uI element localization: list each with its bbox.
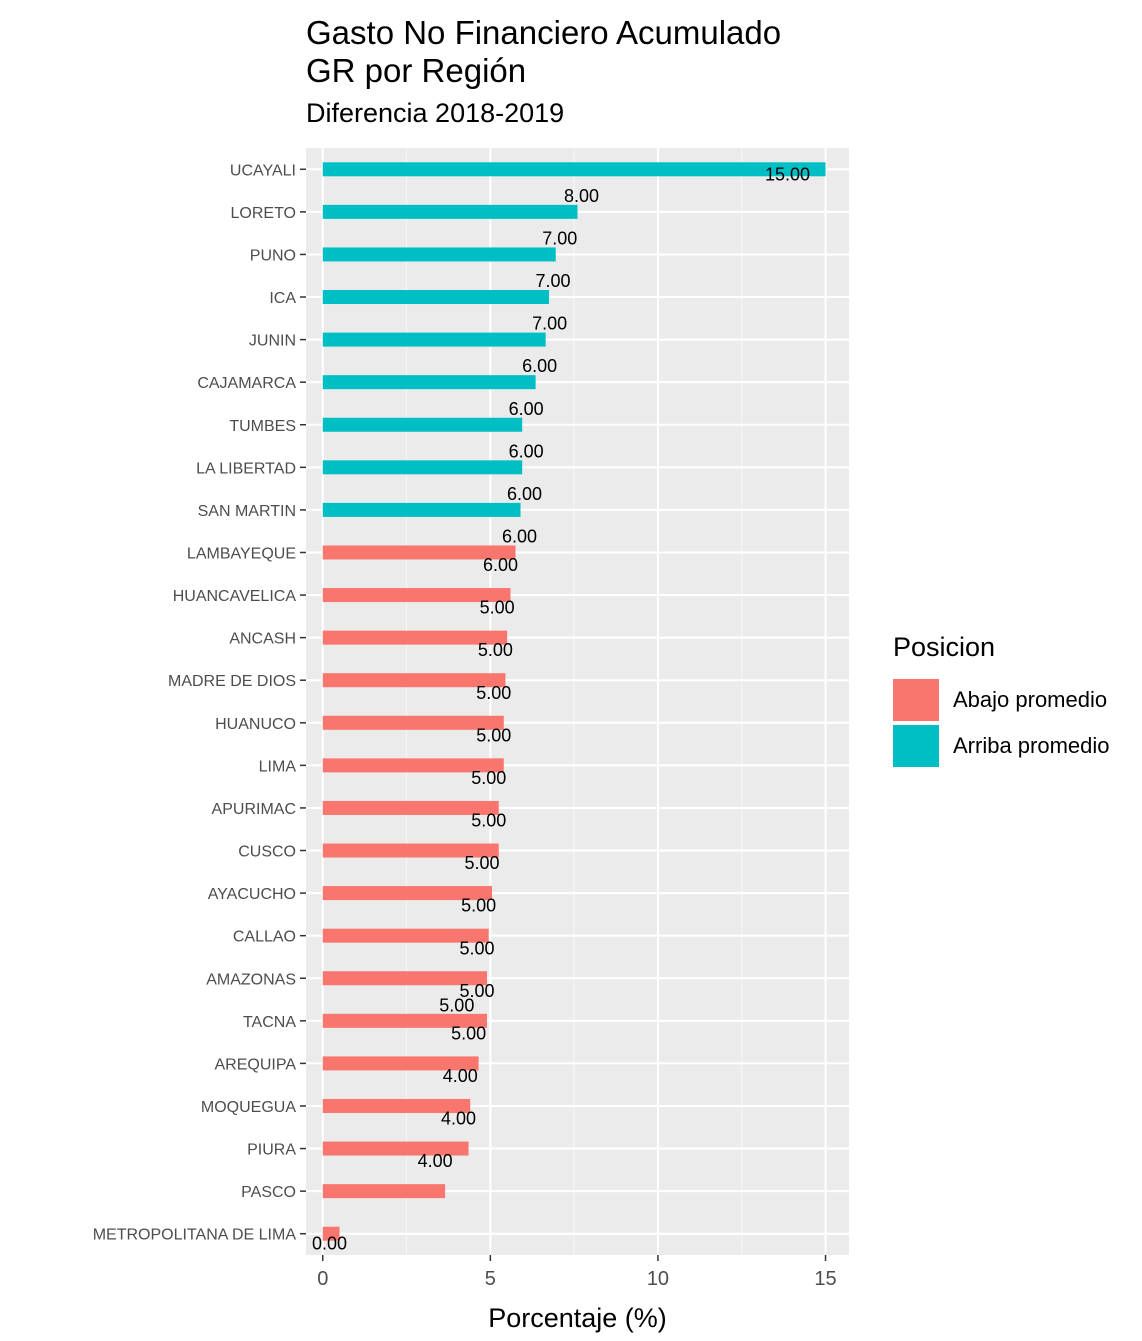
legend-key-arriba	[893, 725, 939, 767]
y-tick-label: UCAYALI	[230, 162, 296, 179]
bar	[322, 1184, 446, 1199]
data-label: 5.00	[461, 896, 496, 916]
chart-subtitle: Diferencia 2018-2019	[306, 98, 565, 128]
data-label: 4.00	[441, 1109, 476, 1129]
legend: Posicion Abajo promedio Arriba promedio	[893, 632, 1110, 769]
legend-key-abajo	[893, 679, 939, 721]
y-tick-label: AREQUIPA	[215, 1056, 297, 1073]
data-label: 5.00	[476, 725, 511, 745]
y-tick-label: AMAZONAS	[206, 971, 296, 988]
y-tick-label: LAMBAYEQUE	[187, 545, 296, 562]
y-tick-label: TACNA	[243, 1014, 296, 1031]
data-label: 6.00	[522, 356, 557, 376]
chart-title-line-1: Gasto No Financiero Acumulado	[306, 14, 782, 51]
bar	[322, 800, 499, 815]
y-tick-label: LORETO	[231, 205, 297, 222]
y-tick-label: CUSCO	[238, 844, 296, 861]
bar	[322, 588, 511, 603]
bar	[322, 1226, 340, 1241]
data-label: 5.00	[465, 853, 500, 873]
data-label: 8.00	[564, 186, 599, 206]
bar	[322, 332, 546, 347]
y-tick-label: LIMA	[259, 758, 297, 775]
legend-label-arriba: Arriba promedio	[953, 733, 1110, 758]
bar	[322, 1098, 471, 1113]
data-label: 6.00	[509, 441, 544, 461]
y-tick-label: PASCO	[241, 1184, 296, 1201]
bar	[322, 1141, 469, 1156]
y-tick-label: TUMBES	[229, 418, 296, 435]
data-label: 6.00	[502, 526, 537, 546]
data-label: 7.00	[535, 271, 570, 291]
y-tick-label: HUANUCO	[215, 716, 296, 733]
bar	[322, 928, 489, 943]
bar	[322, 290, 550, 305]
chart-title-line-2: GR por Región	[306, 52, 527, 89]
x-tick-label: 15	[814, 1268, 836, 1290]
data-label: 5.00	[478, 640, 513, 660]
bar	[322, 1056, 479, 1071]
bar	[322, 545, 516, 560]
data-label: 4.00	[443, 1066, 478, 1086]
legend-label-abajo: Abajo promedio	[953, 687, 1108, 712]
y-tick-label: MOQUEGUA	[201, 1099, 296, 1116]
legend-title: Posicion	[893, 632, 996, 662]
chart-title: Gasto No Financiero Acumulado GR por Reg…	[306, 14, 781, 90]
bar	[322, 758, 504, 773]
x-tick-label: 5	[485, 1268, 496, 1290]
bar	[322, 247, 556, 262]
y-tick-label: JUNIN	[249, 333, 296, 350]
bar	[322, 971, 487, 986]
data-label: 6.00	[507, 484, 542, 504]
y-tick-label: MADRE DE DIOS	[168, 673, 296, 690]
bar	[322, 673, 506, 688]
data-label: 5.00	[471, 811, 506, 831]
data-label-extra: 5.00	[439, 995, 474, 1015]
data-label: 5.00	[471, 768, 506, 788]
y-tick-label: CALLAO	[233, 929, 296, 946]
plot-panel	[306, 148, 849, 1255]
bar	[322, 630, 508, 645]
bar	[322, 843, 499, 858]
bar	[322, 375, 536, 390]
x-tick-label: 10	[647, 1268, 669, 1290]
bar	[322, 886, 493, 901]
legend-item-abajo: Abajo promedio	[893, 677, 1110, 723]
y-tick-label: PIURA	[247, 1142, 296, 1159]
data-label: 5.00	[480, 598, 515, 618]
y-tick-label: SAN MARTIN	[198, 503, 296, 520]
x-tick-label: 0	[317, 1268, 328, 1290]
bar	[322, 204, 578, 219]
bar	[322, 1013, 487, 1028]
y-tick-label: APURIMAC	[212, 801, 296, 818]
data-label: 5.00	[459, 981, 494, 1001]
y-tick-label: CAJAMARCA	[197, 375, 296, 392]
bar	[322, 502, 521, 517]
y-tick-label: ICA	[269, 290, 296, 307]
y-tick-label: LA LIBERTAD	[196, 460, 296, 477]
bar	[322, 460, 523, 475]
y-tick-label: PUNO	[250, 247, 296, 264]
x-axis-title: Porcentaje (%)	[488, 1303, 667, 1333]
bar	[322, 417, 523, 432]
data-label: 7.00	[532, 314, 567, 334]
y-tick-label: HUANCAVELICA	[173, 588, 297, 605]
data-label: 5.00	[476, 683, 511, 703]
data-label: 6.00	[483, 555, 518, 575]
y-tick-label: AYACUCHO	[208, 886, 296, 903]
legend-item-arriba: Arriba promedio	[893, 723, 1110, 769]
y-tick-label: METROPOLITANA DE LIMA	[93, 1227, 297, 1244]
y-tick-label: ANCASH	[229, 631, 296, 648]
data-label: 15.00	[765, 164, 810, 184]
data-label: 6.00	[509, 399, 544, 419]
data-label: 4.00	[418, 1151, 453, 1171]
data-label: 0.00	[312, 1234, 347, 1254]
data-label: 5.00	[459, 938, 494, 958]
data-label: 7.00	[542, 228, 577, 248]
bar	[322, 715, 504, 730]
data-label: 5.00	[451, 1023, 486, 1043]
bar	[322, 162, 826, 177]
